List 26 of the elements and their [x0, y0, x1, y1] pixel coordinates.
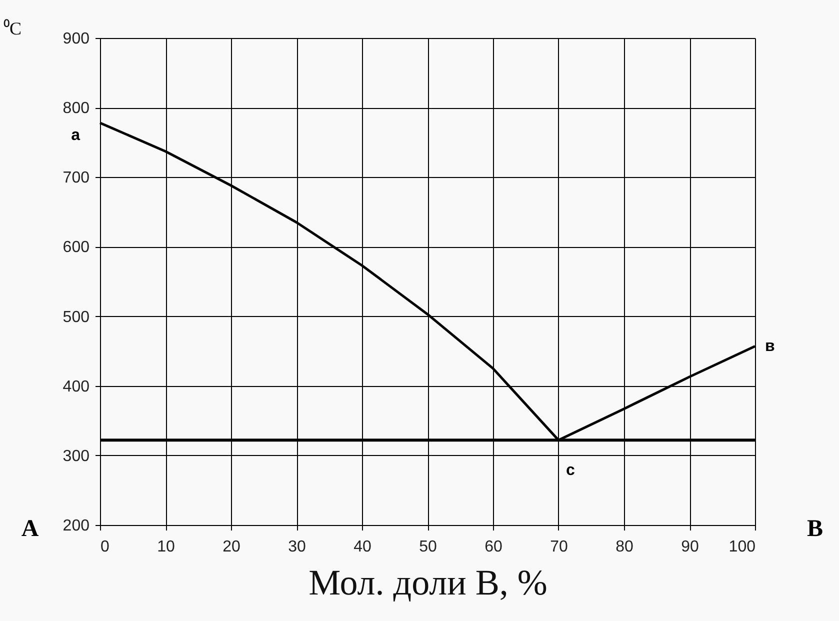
y-tick-label: 800: [62, 100, 90, 118]
x-tick-label: 100: [728, 538, 756, 556]
annotation: a: [71, 126, 80, 144]
annotation: c: [566, 462, 576, 480]
y-tick-label: 200: [62, 518, 90, 534]
y-tick-label: 700: [62, 170, 90, 187]
y-axis-title: ⁰C: [4, 18, 22, 38]
annotation: в: [765, 338, 775, 356]
y-tick-label: 500: [62, 308, 90, 326]
y-tick-label: 900: [62, 30, 90, 48]
text: B: [806, 516, 824, 542]
y-tick-label: 300: [62, 448, 90, 465]
x-tick-label: 60: [484, 538, 502, 556]
x-tick-label: 30: [288, 538, 306, 556]
x-axis-title: Мол. доли B, %: [308, 562, 548, 602]
x-tick-label: 0: [100, 538, 110, 556]
x-tick-label: 90: [681, 538, 699, 556]
y-tick-label: 400: [62, 378, 90, 396]
x-tick-label: 20: [222, 538, 240, 556]
text: A: [21, 516, 40, 542]
y-tick-label: 600: [62, 239, 90, 256]
x-tick-label: 50: [419, 538, 437, 556]
x-tick-label: 80: [616, 538, 634, 556]
x-tick-label: 70: [550, 538, 568, 556]
x-tick-label: 40: [354, 538, 372, 556]
x-tick-label: 10: [157, 538, 175, 556]
